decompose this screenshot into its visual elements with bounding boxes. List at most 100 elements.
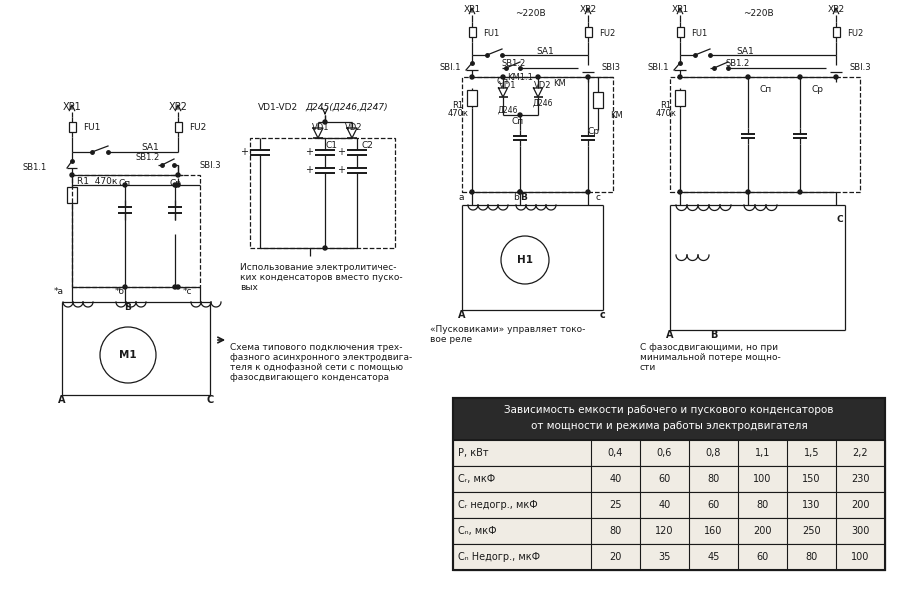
Text: 20: 20 xyxy=(609,552,622,562)
Text: 80: 80 xyxy=(756,500,769,510)
Text: М1: М1 xyxy=(119,350,137,360)
Bar xyxy=(453,492,885,518)
Text: 130: 130 xyxy=(802,500,821,510)
Text: SA1: SA1 xyxy=(141,142,159,151)
Circle shape xyxy=(834,75,838,79)
Text: +: + xyxy=(305,165,313,175)
Text: SA1: SA1 xyxy=(536,46,554,56)
Text: ХР1: ХР1 xyxy=(671,5,688,14)
Text: B: B xyxy=(520,193,527,202)
Text: A: A xyxy=(58,395,66,405)
Circle shape xyxy=(501,75,505,79)
Bar xyxy=(584,27,591,37)
Text: Cₙ Недогр., мкФ: Cₙ Недогр., мкФ xyxy=(458,552,540,562)
Text: ХР1: ХР1 xyxy=(464,5,481,14)
Text: 250: 250 xyxy=(802,526,821,536)
Text: фазосдвигающего конденсатора: фазосдвигающего конденсатора xyxy=(230,374,389,382)
Text: 120: 120 xyxy=(655,526,674,536)
Text: Использование электролитичес-: Использование электролитичес- xyxy=(240,263,397,273)
Text: VD1: VD1 xyxy=(500,81,517,90)
Circle shape xyxy=(518,190,522,194)
Text: A: A xyxy=(458,310,466,320)
Bar xyxy=(469,27,475,37)
Bar xyxy=(453,398,885,570)
Bar xyxy=(453,440,885,466)
Text: вых: вых xyxy=(240,283,258,292)
Text: С фазосдвигающими, но при: С фазосдвигающими, но при xyxy=(640,343,778,352)
Text: VD1-VD2: VD1-VD2 xyxy=(258,103,298,111)
Text: «Пусковиками» управляет токо-: «Пусковиками» управляет токо- xyxy=(430,326,585,334)
Text: 80: 80 xyxy=(609,526,622,536)
Circle shape xyxy=(323,246,327,250)
Text: Схема типового подключения трех-: Схема типового подключения трех- xyxy=(230,343,402,352)
Bar xyxy=(68,122,76,132)
Text: Р, кВт: Р, кВт xyxy=(458,448,489,458)
Text: 80: 80 xyxy=(806,552,817,562)
Text: c: c xyxy=(596,193,601,202)
Text: b: b xyxy=(513,193,519,202)
Circle shape xyxy=(536,75,540,79)
Text: +: + xyxy=(337,147,345,157)
Text: R1: R1 xyxy=(661,100,671,110)
Text: 80: 80 xyxy=(707,474,720,484)
Text: SBI.1: SBI.1 xyxy=(439,63,461,72)
Text: Ср: Ср xyxy=(587,127,599,136)
Bar xyxy=(467,90,477,106)
Text: FU2: FU2 xyxy=(189,123,206,132)
Bar xyxy=(453,466,885,492)
Text: 230: 230 xyxy=(851,474,869,484)
Text: В: В xyxy=(710,330,717,340)
Bar xyxy=(175,122,182,132)
Circle shape xyxy=(798,75,802,79)
Text: Cᵣ недогр., мкФ: Cᵣ недогр., мкФ xyxy=(458,500,538,510)
Circle shape xyxy=(100,327,156,383)
Text: VD1: VD1 xyxy=(312,123,329,132)
Text: 60: 60 xyxy=(707,500,720,510)
Text: R1: R1 xyxy=(453,100,464,110)
Text: 0,4: 0,4 xyxy=(608,448,623,458)
Text: C: C xyxy=(206,395,213,405)
Text: Д246: Д246 xyxy=(533,98,554,107)
Circle shape xyxy=(173,183,177,187)
Text: 40: 40 xyxy=(659,500,670,510)
Bar xyxy=(677,27,683,37)
Circle shape xyxy=(70,173,74,177)
Text: ких конденсаторов вместо пуско-: ких конденсаторов вместо пуско- xyxy=(240,273,402,282)
Text: 300: 300 xyxy=(851,526,869,536)
Text: SBI.3: SBI.3 xyxy=(850,63,871,72)
Text: 470к: 470к xyxy=(447,110,469,119)
Text: Cₙ, мкФ: Cₙ, мкФ xyxy=(458,526,497,536)
Bar xyxy=(453,518,885,544)
Text: Зависимость емкости рабочего и пускового конденсаторов: Зависимость емкости рабочего и пускового… xyxy=(504,405,833,415)
Circle shape xyxy=(176,183,180,187)
Text: B: B xyxy=(124,304,131,313)
Circle shape xyxy=(123,285,127,289)
Circle shape xyxy=(470,190,474,194)
Text: Сп: Сп xyxy=(497,78,509,87)
Text: KМ: KМ xyxy=(554,78,566,88)
Text: SB1.2: SB1.2 xyxy=(136,154,160,162)
Circle shape xyxy=(746,190,750,194)
Text: FU2: FU2 xyxy=(599,28,616,37)
Text: 150: 150 xyxy=(802,474,821,484)
Text: 1,1: 1,1 xyxy=(755,448,770,458)
Bar xyxy=(250,138,395,248)
Text: FU1: FU1 xyxy=(83,123,101,132)
Text: 2,2: 2,2 xyxy=(852,448,868,458)
Text: Сп: Сп xyxy=(760,85,772,94)
Bar xyxy=(453,398,885,440)
Text: 1,5: 1,5 xyxy=(804,448,819,458)
Text: +: + xyxy=(337,165,345,175)
Circle shape xyxy=(586,75,590,79)
Circle shape xyxy=(518,113,522,117)
Bar xyxy=(675,90,685,106)
Text: Ср: Ср xyxy=(812,85,824,94)
Text: Сп: Сп xyxy=(119,178,131,187)
Text: SB1.2: SB1.2 xyxy=(726,59,750,68)
Text: 0,8: 0,8 xyxy=(706,448,721,458)
Circle shape xyxy=(176,285,180,289)
Text: 40: 40 xyxy=(609,474,622,484)
Text: C1: C1 xyxy=(326,141,338,149)
Text: C2: C2 xyxy=(361,141,373,149)
Text: Д245(Д246,Д247): Д245(Д246,Д247) xyxy=(305,103,388,111)
